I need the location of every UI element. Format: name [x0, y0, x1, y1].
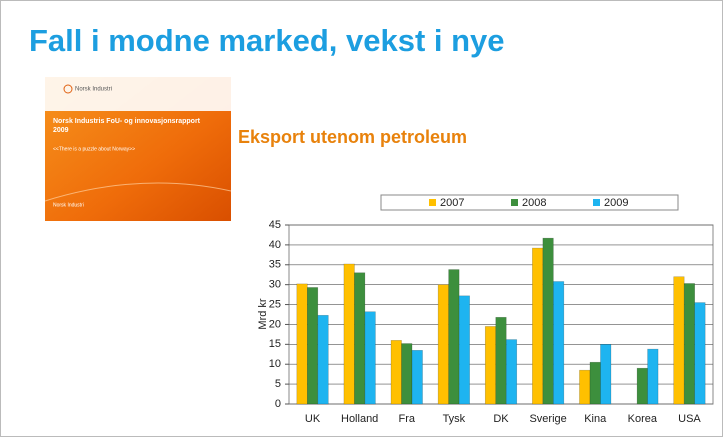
y-tick-label: 25	[269, 298, 281, 310]
cover-footer: Norsk Industri	[53, 202, 84, 208]
bar	[495, 316, 507, 405]
bar	[673, 276, 685, 405]
bar	[448, 269, 460, 405]
bar	[458, 295, 470, 405]
y-tick-label: 20	[269, 318, 281, 330]
x-tick-label: Kina	[584, 413, 607, 425]
bar	[532, 247, 544, 405]
x-tick-label: DK	[493, 413, 509, 425]
y-tick-label: 45	[269, 219, 281, 231]
y-tick-label: 5	[275, 378, 281, 390]
bar	[390, 340, 402, 405]
slide-title: Fall i modne marked, vekst i nye	[29, 23, 505, 58]
legend-label: 2008	[522, 197, 546, 209]
x-tick-label: UK	[305, 413, 321, 425]
bar	[600, 344, 612, 405]
bar	[437, 284, 449, 405]
cover-heading-box: Norsk Industris FoU- og innovasjonsrappo…	[53, 118, 201, 134]
y-axis-label: Mrd kr	[257, 298, 269, 330]
bar	[647, 348, 659, 405]
cover-quote: <<There is a puzzle about Norway>>	[53, 146, 135, 152]
bar	[553, 281, 565, 405]
y-tick-label: 35	[269, 259, 281, 271]
bar	[505, 339, 518, 405]
legend-swatch	[593, 199, 600, 206]
bar	[307, 287, 319, 405]
legend-box	[380, 194, 679, 211]
x-tick-label: Korea	[628, 413, 658, 425]
bar	[364, 311, 376, 405]
bar	[317, 314, 329, 405]
bar	[343, 263, 355, 405]
cover-logo: Norsk Industri	[75, 87, 112, 93]
x-tick-label: Fra	[399, 413, 416, 425]
y-tick-label: 10	[269, 358, 281, 370]
legend-label: 2009	[604, 197, 628, 209]
x-tick-label: Tysk	[443, 413, 466, 425]
y-tick-label: 40	[269, 239, 281, 251]
bar	[296, 283, 308, 405]
bar	[354, 272, 366, 405]
chart-title: Eksport utenom petroleum	[238, 127, 467, 147]
bar	[579, 369, 591, 405]
bar	[484, 326, 497, 405]
y-tick-label: 30	[269, 279, 281, 291]
bar	[401, 343, 413, 405]
bar	[589, 361, 601, 405]
bar	[636, 367, 648, 405]
x-tick-label: Sverige	[529, 413, 566, 425]
y-tick-label: 0	[275, 398, 281, 410]
bar	[694, 302, 706, 405]
legend-swatch	[511, 199, 518, 206]
y-tick-label: 15	[269, 338, 281, 350]
bar	[411, 349, 423, 405]
report-cover: Norsk Industri Norsk Industris FoU- og i…	[44, 77, 232, 221]
bar	[683, 283, 695, 405]
bar	[542, 237, 554, 405]
x-tick-label: Holland	[341, 413, 378, 425]
cover-heading: Norsk Industris FoU- og innovasjonsrappo…	[53, 118, 201, 134]
x-tick-label: USA	[678, 413, 701, 425]
legend-swatch	[429, 199, 436, 206]
legend-label: 2007	[440, 197, 464, 209]
